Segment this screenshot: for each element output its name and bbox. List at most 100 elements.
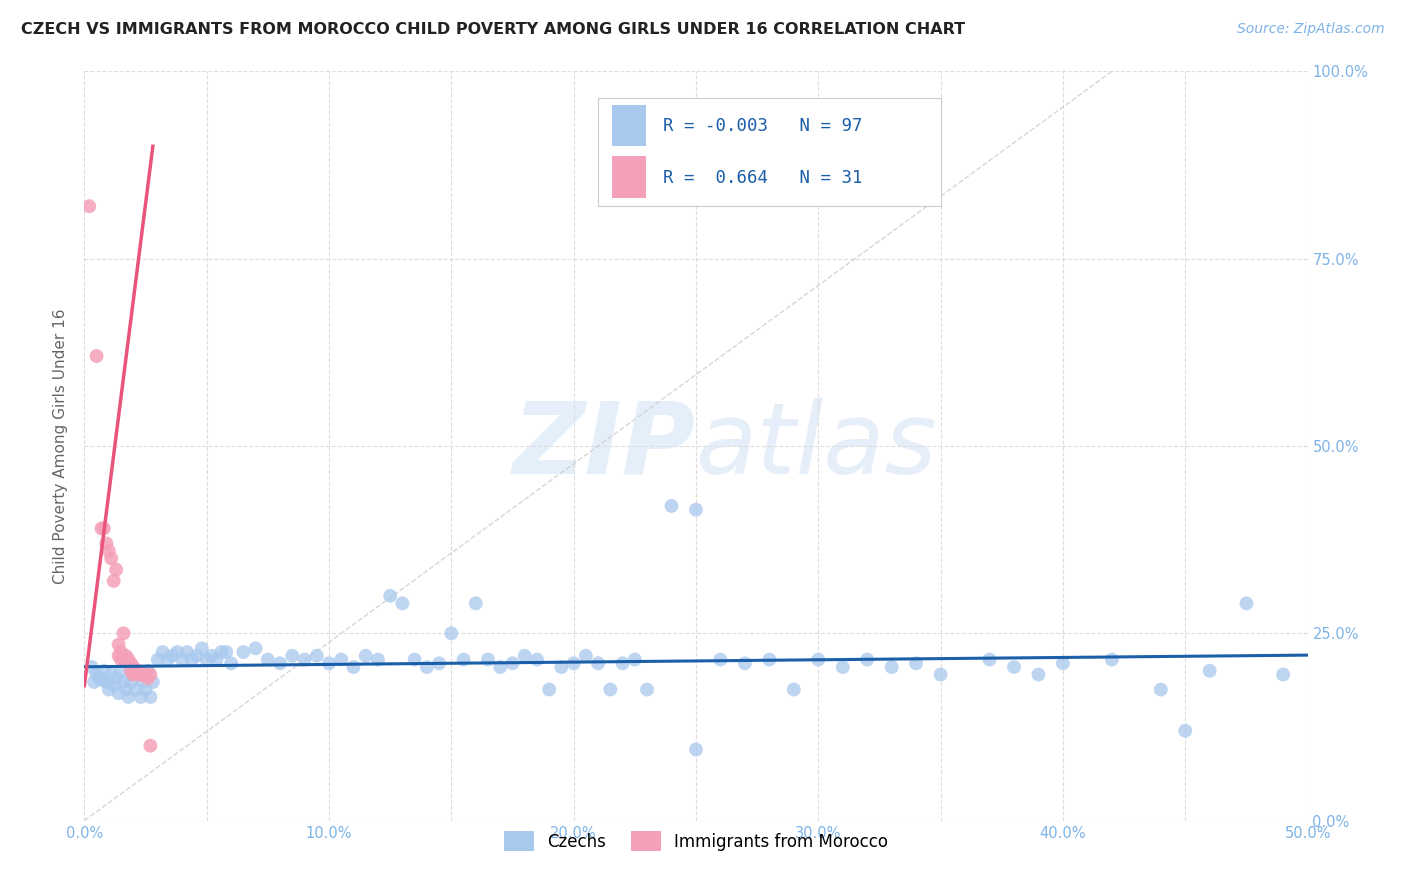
Point [146,652,169,666]
Point [90,673,112,687]
Point [807,652,830,666]
Point [269,657,291,671]
Text: atlas: atlas [696,398,938,494]
Point [281,648,304,663]
Point [929,667,952,681]
Point [624,652,647,666]
Point [86,349,108,363]
Point [1272,667,1295,681]
Point [100,551,122,566]
Point [112,626,135,640]
Point [96,675,118,690]
Point [156,652,179,666]
Point [905,657,928,671]
Point [427,657,450,671]
Point [110,664,132,678]
Point [880,660,903,674]
Point [599,682,621,697]
Text: ZIP: ZIP [513,398,696,494]
Point [318,657,340,671]
Point [391,596,413,610]
Point [139,690,162,704]
Point [513,648,536,663]
Point [117,652,139,666]
Point [107,686,129,700]
Point [1052,657,1074,671]
Point [538,682,561,697]
Point [1236,596,1258,610]
Point [115,682,138,697]
Point [115,648,138,663]
Point [162,648,184,663]
Point [90,521,112,535]
Point [110,645,132,659]
Point [380,589,402,603]
Point [122,667,145,681]
Point [127,667,149,681]
Point [142,675,165,690]
Point [132,675,155,690]
Point [294,652,316,666]
Point [215,645,238,659]
Point [453,652,475,666]
Point [502,657,524,671]
Point [97,544,120,558]
Point [979,652,1001,666]
Y-axis label: Child Poverty Among Girls Under 16: Child Poverty Among Girls Under 16 [53,309,69,583]
Point [125,682,148,697]
Point [112,675,135,690]
Point [103,574,125,588]
Point [550,660,572,674]
Point [176,645,198,659]
Point [1002,660,1025,674]
Point [342,660,364,674]
Point [86,667,108,681]
Point [100,667,122,681]
Point [172,652,194,666]
Point [575,648,598,663]
Point [257,652,280,666]
Point [734,657,756,671]
Point [115,652,138,666]
Point [232,645,254,659]
Point [685,742,707,756]
Point [709,652,731,666]
Point [1101,652,1123,666]
Point [416,660,439,674]
Text: Source: ZipAtlas.com: Source: ZipAtlas.com [1237,22,1385,37]
Point [139,739,162,753]
Point [120,664,142,678]
Point [245,641,267,656]
Point [354,648,377,663]
Point [856,652,879,666]
Point [93,664,115,678]
Point [562,657,585,671]
Point [1198,664,1220,678]
Point [661,499,683,513]
Point [80,660,103,674]
Point [77,199,100,213]
Point [209,645,232,659]
Point [112,652,135,666]
Point [440,626,463,640]
Point [186,648,208,663]
Point [305,648,328,663]
Point [758,652,780,666]
Point [219,657,242,671]
Legend: Czechs, Immigrants from Morocco: Czechs, Immigrants from Morocco [498,825,894,857]
Point [132,667,155,681]
Point [127,664,149,678]
Point [489,660,512,674]
Point [120,675,142,690]
Point [1174,723,1197,738]
Point [129,690,152,704]
Point [125,664,148,678]
Point [122,664,145,678]
Point [105,671,128,685]
Point [367,652,389,666]
Point [191,641,214,656]
Point [110,652,132,666]
Point [122,660,145,674]
Point [97,682,120,697]
Point [612,657,634,671]
